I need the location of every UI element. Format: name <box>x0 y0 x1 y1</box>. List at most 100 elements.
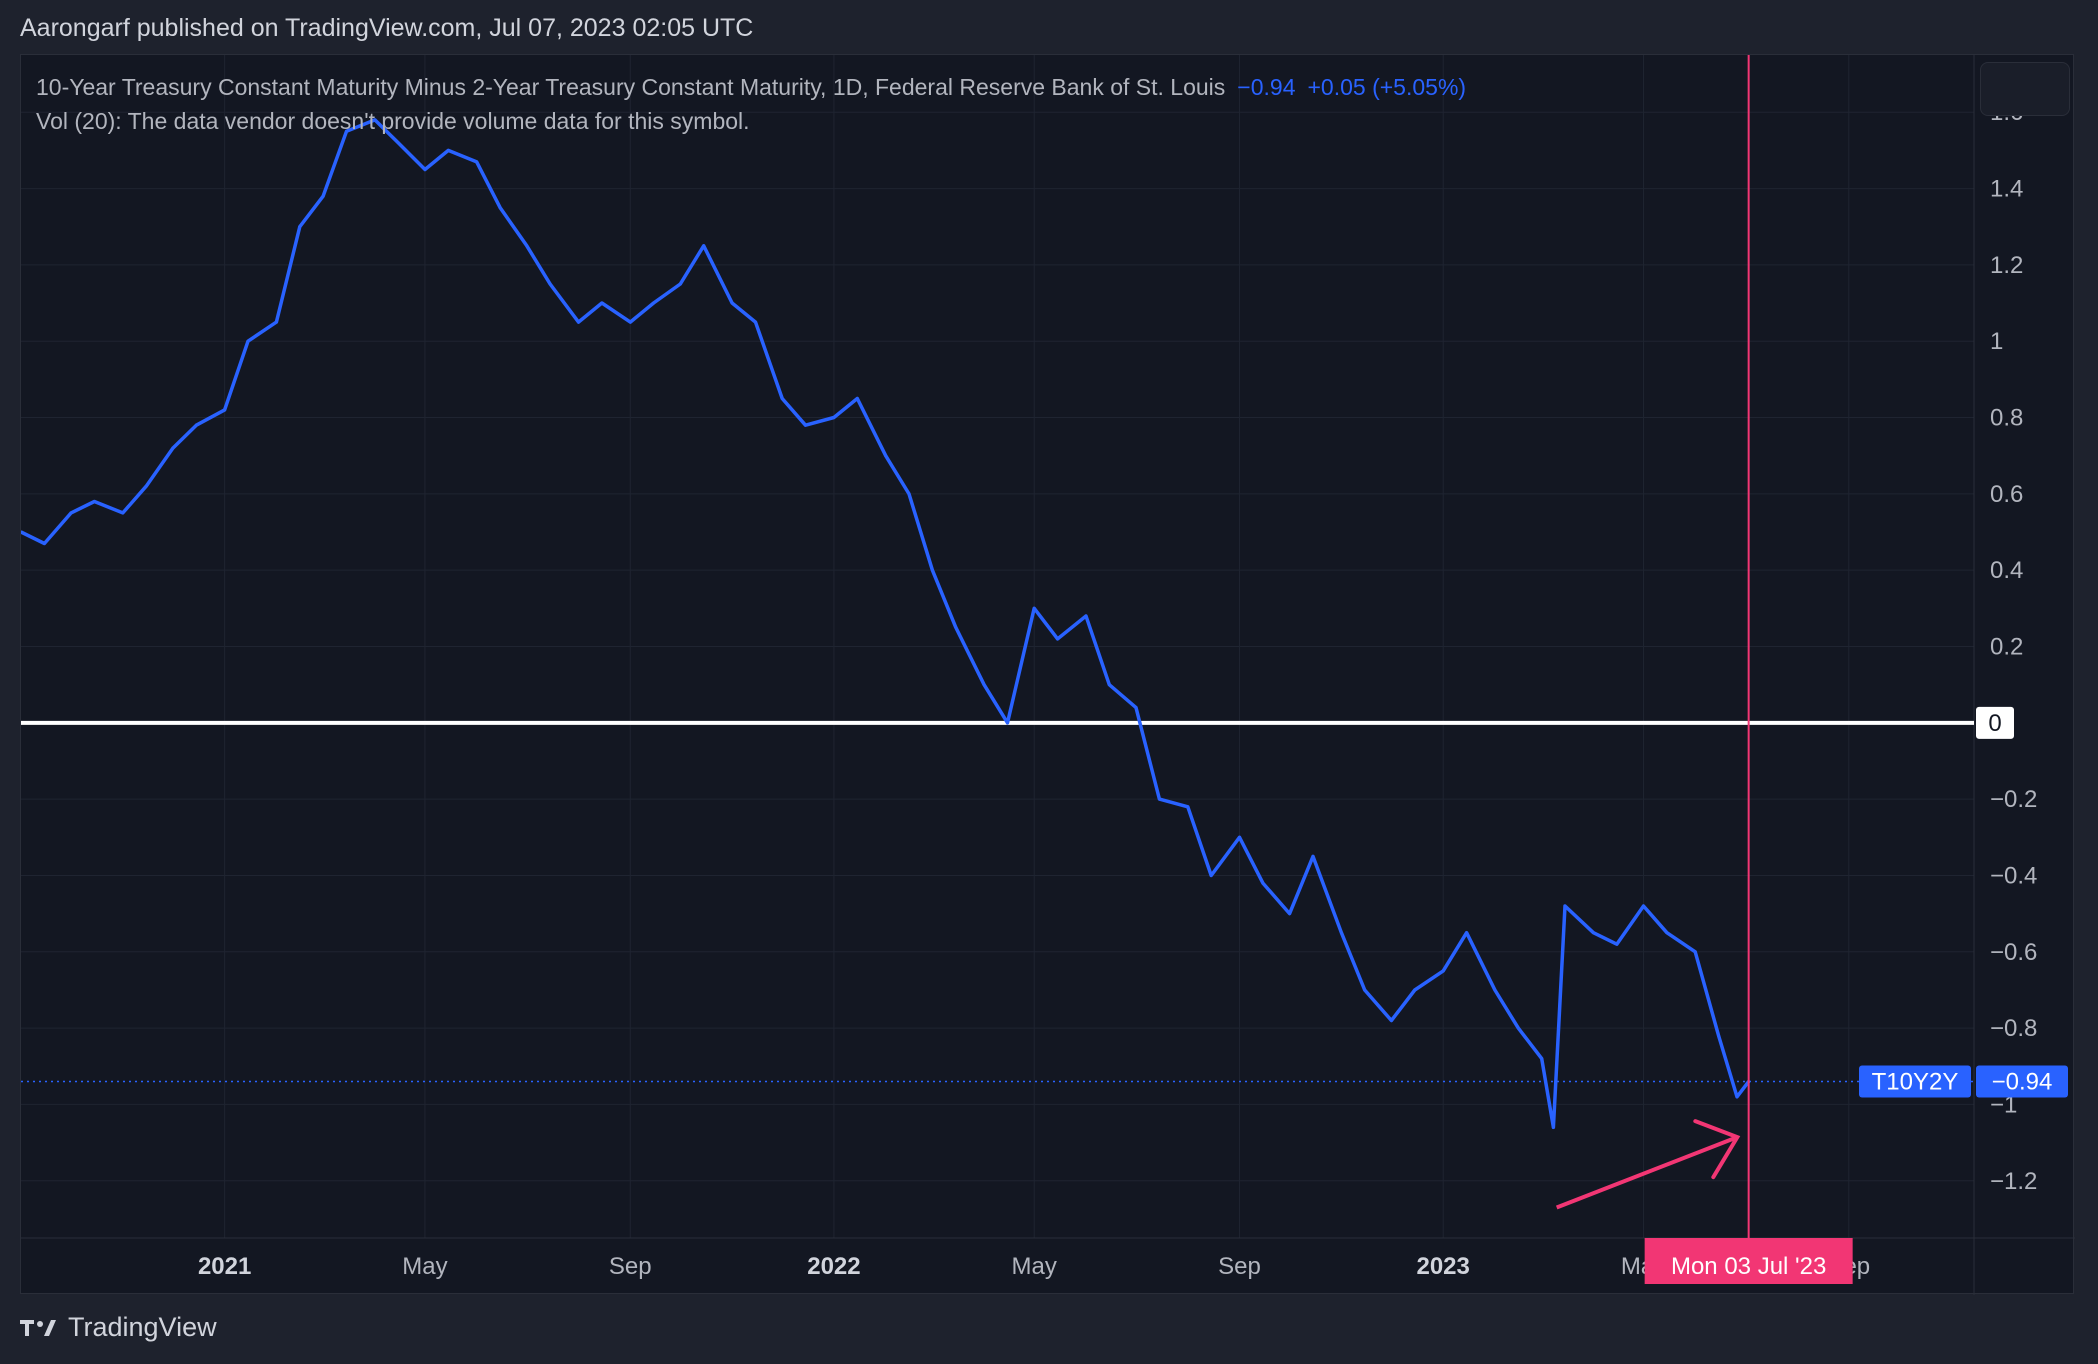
data-point <box>321 194 325 198</box>
y-tick-label: −0.8 <box>1990 1015 2037 1042</box>
y-tick-label: 0.4 <box>1990 557 2023 584</box>
data-point <box>1441 969 1445 973</box>
data-point <box>171 446 175 450</box>
crosshair-date-badge <box>1644 1238 1853 1284</box>
data-point <box>223 408 227 412</box>
y-tick-label: 1 <box>1990 328 2003 355</box>
series-legend: 10-Year Treasury Constant Maturity Minus… <box>36 70 1466 138</box>
data-point <box>907 492 911 496</box>
data-point <box>1006 721 1010 725</box>
data-point <box>855 396 859 400</box>
x-tick-label: Sep <box>609 1253 652 1280</box>
data-point <box>780 396 784 400</box>
data-point <box>373 118 377 122</box>
data-point <box>1465 931 1469 935</box>
chart-settings-button[interactable] <box>1980 62 2070 116</box>
annotation-arrow-head <box>1693 1119 1741 1180</box>
data-point <box>548 282 552 286</box>
data-point <box>577 320 581 324</box>
data-point <box>982 683 986 687</box>
chart-frame: 1.61.41.210.80.60.40.2−0.2−0.4−0.6−0.8−1… <box>20 54 2075 1295</box>
data-point <box>804 423 808 427</box>
data-point <box>1261 881 1265 885</box>
data-point <box>92 499 96 503</box>
y-tick-label: 1.2 <box>1990 252 2023 279</box>
data-point <box>1413 988 1417 992</box>
data-point <box>1540 1057 1544 1061</box>
annotation-arrow-shaft <box>1555 1135 1739 1210</box>
data-point <box>1339 931 1343 935</box>
data-point <box>1363 988 1367 992</box>
data-point <box>1311 854 1315 858</box>
symbol-badge <box>1859 1065 1971 1098</box>
data-point <box>1516 1026 1520 1030</box>
data-point <box>652 301 656 305</box>
zero-badge <box>1976 706 2014 739</box>
data-point <box>1209 873 1213 877</box>
y-tick-label: −0.4 <box>1990 862 2037 889</box>
data-point <box>69 511 73 515</box>
y-tick-label: 0.6 <box>1990 481 2023 508</box>
data-point <box>1717 1034 1721 1038</box>
data-point <box>1107 683 1111 687</box>
data-point <box>600 301 604 305</box>
data-point <box>1238 835 1242 839</box>
data-point <box>1134 706 1138 710</box>
data-point <box>930 568 934 572</box>
crosshair-date-label: Mon 03 Jul '23 <box>1671 1253 1826 1280</box>
legend-value: −0.94 <box>1237 74 1296 100</box>
data-point <box>194 423 198 427</box>
x-tick-label: 2022 <box>807 1253 860 1280</box>
data-point <box>1735 1095 1739 1099</box>
x-tick-label: May <box>1012 1253 1057 1280</box>
legend-change: +0.05 (+5.05%) <box>1307 74 1467 100</box>
y-tick-label: 0.2 <box>1990 634 2023 661</box>
footer-brand[interactable]: TradingView <box>20 1312 217 1343</box>
data-point <box>42 541 46 545</box>
y-tick-label: 1.4 <box>1990 176 2023 203</box>
data-point <box>423 167 427 171</box>
x-tick-label: Sep <box>1218 1253 1261 1280</box>
data-point <box>1641 904 1645 908</box>
data-point <box>144 484 148 488</box>
data-point <box>678 282 682 286</box>
data-point <box>832 416 836 420</box>
data-point <box>884 454 888 458</box>
data-point <box>298 225 302 229</box>
data-point <box>446 148 450 152</box>
data-point <box>21 530 23 534</box>
x-tick-label: 2023 <box>1416 1253 1469 1280</box>
data-point <box>628 320 632 324</box>
x-tick-label: 2021 <box>198 1253 251 1280</box>
data-point <box>274 320 278 324</box>
data-point <box>730 301 734 305</box>
publisher-caption: Aarongarf published on TradingView.com, … <box>20 14 754 42</box>
data-point <box>702 244 706 248</box>
data-point <box>1056 637 1060 641</box>
tradingview-logo-icon <box>20 1319 56 1336</box>
chart-canvas[interactable]: 1.61.41.210.80.60.40.2−0.2−0.4−0.6−0.8−1… <box>21 55 2075 1295</box>
data-point <box>1591 931 1595 935</box>
last-value-badge-label: −0.94 <box>1992 1069 2053 1096</box>
legend-title: 10-Year Treasury Constant Maturity Minus… <box>36 74 1226 100</box>
footer-brand-label: TradingView <box>68 1312 217 1342</box>
data-point <box>498 206 502 210</box>
data-point <box>121 511 125 515</box>
data-point <box>1493 988 1497 992</box>
zero-badge-label: 0 <box>1988 710 2001 737</box>
symbol-badge-label: T10Y2Y <box>1872 1069 1959 1096</box>
data-point <box>1389 1018 1393 1022</box>
y-tick-label: −1.2 <box>1990 1168 2037 1195</box>
data-point <box>525 244 529 248</box>
data-point <box>1563 904 1567 908</box>
data-point <box>1186 805 1190 809</box>
x-tick-label: May <box>402 1253 447 1280</box>
data-point <box>954 625 958 629</box>
data-point <box>1157 797 1161 801</box>
data-point <box>345 129 348 133</box>
data-point <box>1032 606 1036 610</box>
data-point <box>1288 912 1292 916</box>
data-point <box>1693 950 1697 954</box>
last-value-badge <box>1976 1065 2068 1098</box>
data-point <box>246 339 250 343</box>
